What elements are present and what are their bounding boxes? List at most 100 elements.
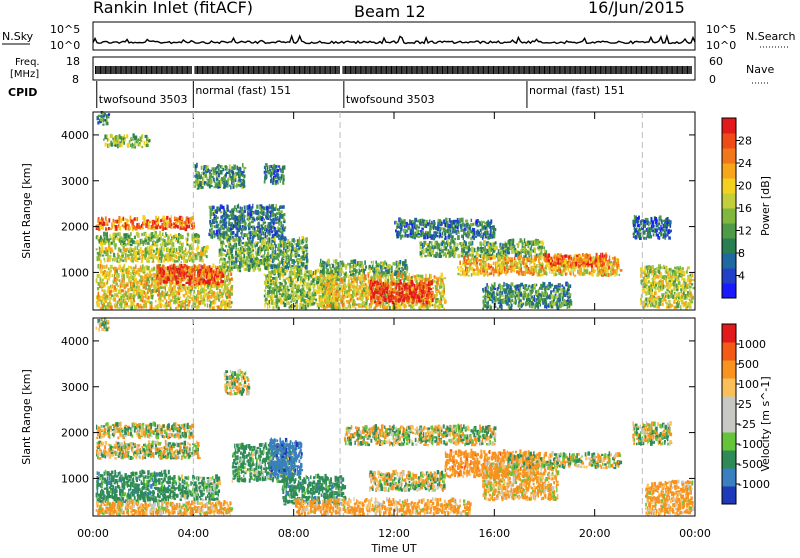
data-cell xyxy=(314,296,315,298)
data-cell xyxy=(245,222,247,226)
data-cell xyxy=(280,210,282,213)
data-cell xyxy=(154,244,156,247)
data-cell xyxy=(102,255,105,257)
data-cell xyxy=(151,295,153,299)
data-cell xyxy=(217,226,218,229)
data-cell xyxy=(128,224,130,227)
data-cell xyxy=(252,243,254,248)
data-cell xyxy=(181,217,183,220)
freq-panel: Freq. [MHz] 18 8 60 0 Nave xyxy=(10,55,774,86)
data-cell xyxy=(103,222,106,226)
data-cell xyxy=(131,238,134,240)
data-cell xyxy=(115,227,117,230)
data-cell xyxy=(344,305,346,307)
data-cell xyxy=(138,292,140,295)
data-cell xyxy=(264,181,266,184)
data-cell xyxy=(179,264,181,269)
data-cell xyxy=(114,293,116,296)
data-cell xyxy=(120,305,122,309)
data-cell xyxy=(214,221,216,224)
data-cell xyxy=(184,272,185,275)
data-cell xyxy=(228,300,230,305)
data-cell xyxy=(311,280,312,283)
data-cell xyxy=(220,280,222,283)
data-cell xyxy=(241,247,243,250)
data-cell xyxy=(323,275,324,280)
data-cell xyxy=(224,276,225,280)
data-cell xyxy=(197,305,200,309)
data-cell xyxy=(246,205,248,210)
data-cell xyxy=(210,281,211,283)
data-cell xyxy=(264,219,265,221)
data-cell xyxy=(342,263,344,267)
data-cell xyxy=(142,270,145,272)
data-cell xyxy=(148,260,150,263)
data-cell xyxy=(217,269,219,273)
data-cell xyxy=(213,278,214,281)
data-cell xyxy=(299,237,300,242)
data-cell xyxy=(137,246,139,250)
data-cell xyxy=(96,248,98,250)
data-cell xyxy=(364,260,366,265)
data-cell xyxy=(110,141,112,144)
data-cell xyxy=(280,300,283,305)
data-cell xyxy=(270,226,272,230)
data-cell xyxy=(268,266,269,271)
data-cell xyxy=(153,241,155,243)
data-cell xyxy=(180,284,183,288)
data-cell xyxy=(344,291,346,294)
data-cell xyxy=(269,289,271,294)
data-cell xyxy=(142,254,143,259)
data-cell xyxy=(221,225,223,229)
data-cell xyxy=(195,240,197,244)
data-cell xyxy=(433,280,435,283)
data-cell xyxy=(101,251,103,254)
data-cell xyxy=(329,304,331,307)
data-cell xyxy=(114,246,116,250)
data-cell xyxy=(375,261,377,264)
data-cell xyxy=(336,295,338,298)
data-cell xyxy=(381,273,382,278)
data-cell xyxy=(209,229,210,232)
data-cell xyxy=(163,224,165,227)
data-cell xyxy=(177,284,179,286)
data-cell xyxy=(103,232,106,237)
data-cell xyxy=(284,303,287,307)
data-cell xyxy=(256,232,258,237)
data-cell xyxy=(118,139,119,143)
data-cell xyxy=(272,306,274,309)
data-cell xyxy=(232,257,234,259)
data-cell xyxy=(228,178,230,181)
data-cell xyxy=(145,253,147,257)
data-cell xyxy=(149,304,150,307)
data-cell xyxy=(98,292,99,297)
data-cell xyxy=(108,139,110,142)
data-cell xyxy=(199,270,200,275)
data-cell xyxy=(420,275,423,278)
data-cell xyxy=(394,263,396,265)
data-cell xyxy=(216,217,219,219)
data-cell xyxy=(133,225,136,230)
data-cell xyxy=(265,298,268,301)
data-cell xyxy=(143,286,145,289)
data-cell xyxy=(98,115,101,117)
data-cell xyxy=(107,224,108,227)
data-cell xyxy=(206,245,209,250)
data-cell xyxy=(147,227,149,229)
data-cell xyxy=(238,215,240,219)
data-cell xyxy=(222,262,223,266)
data-cell xyxy=(290,255,292,258)
data-cell xyxy=(284,226,287,228)
data-cell xyxy=(293,263,294,265)
data-cell xyxy=(398,268,400,270)
data-cell xyxy=(243,237,245,239)
data-cell xyxy=(110,285,112,288)
data-cell xyxy=(163,270,165,275)
nsky-tick-bottom: 10^0 xyxy=(50,39,80,52)
data-cell xyxy=(330,285,332,287)
data-cell xyxy=(252,212,254,215)
data-cell xyxy=(294,261,296,263)
data-cell xyxy=(181,246,183,251)
data-cell xyxy=(267,305,268,309)
data-cell xyxy=(122,256,124,259)
